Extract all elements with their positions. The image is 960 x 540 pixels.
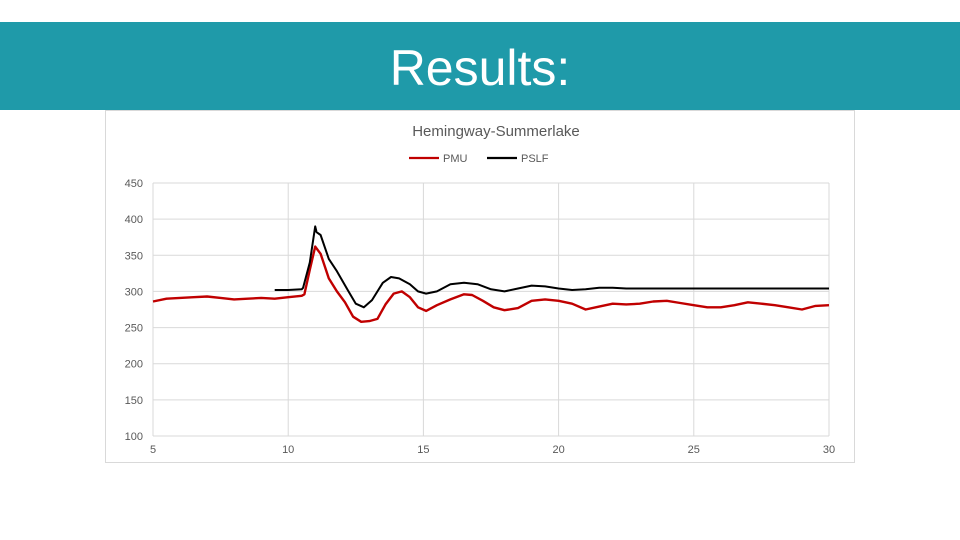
legend-label: PMU	[443, 153, 468, 165]
x-axis-ticks: 5 10 15 20 25 30	[150, 444, 835, 456]
x-tick-label: 30	[823, 444, 835, 456]
y-tick-label: 400	[125, 214, 143, 226]
slide-title: Results:	[389, 40, 571, 96]
y-tick-label: 100	[125, 431, 143, 443]
gridlines	[152, 182, 830, 437]
y-tick-label: 250	[125, 323, 143, 335]
series-line-pmu	[152, 245, 830, 323]
y-tick-label: 300	[125, 286, 143, 298]
x-tick-label: 20	[552, 444, 564, 456]
y-tick-label: 200	[125, 359, 143, 371]
series-lines	[152, 225, 830, 323]
y-tick-label: 450	[125, 178, 143, 190]
chart-title: Hemingway-Summerlake	[412, 123, 580, 140]
x-tick-label: 5	[150, 444, 156, 456]
y-tick-label: 150	[125, 395, 143, 407]
x-tick-label: 10	[282, 444, 294, 456]
line-chart: Hemingway-Summerlake PMU PSLF 100 150 200 25…	[125, 123, 835, 456]
title-banner: Results:	[0, 22, 960, 110]
series-line-pslf	[274, 225, 829, 309]
chart-panel: Hemingway-Summerlake PMU PSLF 100 150 200 25…	[105, 110, 855, 463]
y-axis-ticks: 100 150 200 250 300 350 400 450	[125, 178, 143, 443]
legend: PMU PSLF	[409, 153, 549, 165]
x-tick-label: 15	[417, 444, 429, 456]
y-tick-label: 350	[125, 250, 143, 262]
legend-label: PSLF	[521, 153, 549, 165]
x-tick-label: 25	[688, 444, 700, 456]
